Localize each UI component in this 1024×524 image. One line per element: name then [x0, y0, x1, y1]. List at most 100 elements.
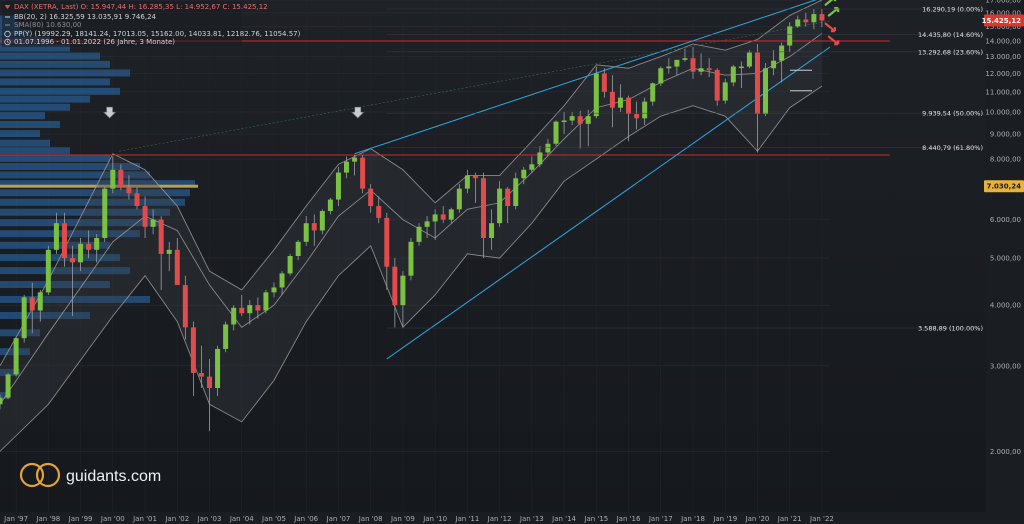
candle-body — [5, 374, 11, 398]
fib-level-label: 3.588,89 (100.00%) — [918, 325, 983, 333]
y-axis-tick-label: 10.000,00 — [985, 108, 1021, 116]
x-axis-band — [0, 512, 1024, 524]
candle-body — [464, 175, 470, 189]
candle-body — [569, 116, 575, 121]
candle-body — [456, 188, 462, 210]
candle-body — [263, 292, 269, 311]
y-axis-tick-label: 15.000,00 — [985, 23, 1021, 31]
y-axis-tick-label: 4.000,00 — [990, 302, 1021, 310]
candle-body — [416, 226, 422, 242]
candle-body — [311, 223, 317, 231]
candle-body — [432, 214, 438, 222]
y-axis-tick-label: 12.000,00 — [985, 70, 1021, 78]
candle-body — [561, 120, 567, 123]
candle-body — [722, 82, 728, 101]
bollinger-upper-line — [0, 0, 823, 367]
y-axis-tick-label: 2.000,00 — [990, 448, 1021, 456]
current-price-label: 15.425,12 — [982, 17, 1022, 25]
candle-body — [803, 19, 809, 23]
x-axis-tick-label: Jan '05 — [261, 515, 286, 523]
candle-body — [279, 273, 285, 288]
candle-body — [37, 292, 43, 311]
volume-profile-bar — [0, 267, 130, 275]
candle-body — [537, 152, 543, 165]
candle-body — [255, 305, 261, 311]
x-axis-tick-label: Jan '16 — [616, 515, 641, 523]
candle-body — [384, 217, 390, 267]
candle-body — [319, 211, 325, 231]
legend-range-line: 01.07.1996 - 01.01.2022 (26 Jahre, 3 Mon… — [14, 38, 175, 46]
candle-body — [472, 175, 478, 179]
candle-body — [754, 52, 760, 115]
candle-body — [198, 372, 204, 377]
candle-body — [190, 327, 196, 373]
candle-body — [448, 209, 454, 220]
candle-body — [666, 66, 672, 69]
volume-profile-bar — [0, 103, 70, 111]
volume-profile-bar — [0, 69, 130, 77]
volume-profile-bar — [0, 147, 70, 155]
candle-body — [215, 348, 221, 389]
down-arrow-icon — [827, 35, 840, 46]
candle-body — [247, 305, 253, 314]
candle-body — [771, 60, 777, 69]
candle-body — [545, 143, 551, 153]
candle-body — [400, 275, 406, 306]
candle-body — [497, 188, 503, 224]
dotted-trend-line — [119, 20, 831, 152]
candle-body — [585, 116, 591, 124]
x-axis-tick-label: Jan '17 — [648, 515, 673, 523]
fibonacci-levels: 16.290,19 (0.00%) 14.435,80 (14.60%) 13.29… — [386, 5, 983, 333]
candle-body — [327, 199, 333, 212]
candle-body — [70, 258, 76, 263]
fib-level-label: 16.290,19 (0.00%) — [922, 5, 983, 13]
candle-body — [360, 157, 366, 189]
pp-legend-icon — [4, 30, 11, 38]
legend-backdrop — [2, 1, 242, 47]
candle-body — [344, 161, 350, 173]
volume-profile-bar — [0, 139, 50, 147]
bollinger-fill — [0, 0, 822, 452]
candle-body — [489, 223, 495, 238]
x-axis-tick-label: Jan '07 — [326, 515, 351, 523]
x-axis-tick-label: Jan '01 — [132, 515, 157, 523]
candle-body — [795, 19, 801, 27]
candle-body — [142, 206, 148, 227]
y-axis-tick-label: 14.000,00 — [985, 37, 1021, 45]
x-axis-tick-label: Jan '22 — [809, 515, 834, 523]
candle-body — [239, 307, 245, 314]
candle-body — [763, 68, 769, 115]
candle-body — [303, 223, 309, 242]
x-axis-tick-label: Jan '06 — [293, 515, 318, 523]
y-axis-tick-label: 17.000,00 — [985, 0, 1021, 5]
candle-body — [811, 14, 817, 23]
y-axis-tick-label: 16.000,00 — [985, 9, 1021, 17]
volume-profile-bar — [0, 198, 185, 206]
candle-body — [223, 324, 229, 349]
candle-body — [94, 237, 100, 250]
volume-profile-bar — [0, 52, 100, 60]
legend-bb-line: BB(20, 2) 16.325,59 13.035,91 9.746,24 — [14, 13, 157, 21]
volume-profile-bar — [0, 208, 170, 216]
volume-profile-bar — [0, 78, 110, 86]
candle-body — [714, 69, 720, 101]
volume-profile-bar — [0, 44, 70, 52]
candle-body — [617, 97, 623, 108]
candle-body — [271, 287, 277, 293]
y-axis-tick-label: 8.000,00 — [990, 155, 1021, 163]
candle-body — [29, 297, 35, 311]
candle-body — [118, 169, 124, 188]
candle-body — [45, 249, 51, 293]
x-axis-tick-label: Jan '15 — [583, 515, 608, 523]
candle-body — [368, 188, 374, 207]
candle-body — [505, 188, 511, 207]
red-arrow-icon — [4, 5, 11, 9]
candle-body — [730, 66, 736, 83]
volume-profile-bar — [0, 95, 90, 103]
candle-body — [553, 121, 559, 144]
volume-profile-bar — [0, 163, 140, 171]
logo: guidants.com — [19, 462, 161, 488]
x-axis-tick-label: Jan '04 — [229, 515, 254, 523]
bollinger-lower-line — [0, 85, 823, 452]
volume-profile-bar — [0, 295, 150, 303]
